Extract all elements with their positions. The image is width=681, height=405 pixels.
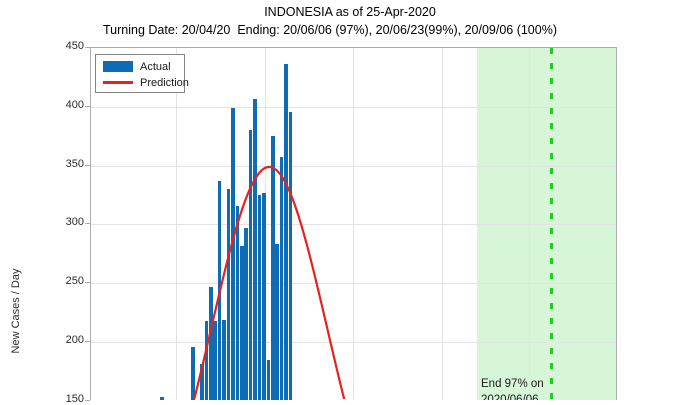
y-tick-mark-200	[85, 341, 90, 343]
legend-item-actual: Actual	[103, 60, 171, 73]
plot-area: Actual Prediction End 97% on 2020/06/06	[90, 47, 617, 400]
actual-bar-2020/04/14	[239, 245, 244, 400]
actual-bar-2020/04/07	[208, 286, 213, 400]
actual-bar-2020/04/12	[231, 107, 235, 400]
actual-bar-2020/04/19	[262, 192, 266, 400]
v-gridline-2	[353, 48, 354, 400]
y-axis-title: New Cases / Day	[10, 268, 22, 354]
actual-bar-2020/04/18	[257, 195, 262, 400]
ending-region-97-100	[476, 48, 616, 400]
actual-bar-2020/04/08	[213, 320, 217, 400]
end-97-annotation: End 97% on 2020/06/06	[481, 377, 544, 400]
y-tick-mark-350	[85, 164, 90, 166]
y-tick-label-450: 450	[65, 40, 84, 52]
v-gridline-3	[441, 48, 443, 400]
y-tick-mark-250	[85, 282, 90, 284]
legend: Actual Prediction	[95, 54, 189, 93]
y-tick-mark-450	[85, 47, 90, 48]
y-tick-label-400: 400	[65, 98, 84, 111]
actual-bar-2020/04/21	[270, 136, 275, 400]
actual-bar-2020/04/20	[266, 359, 271, 400]
actual-bar-2020/03/27	[160, 397, 164, 400]
actual-bar-2020/04/23	[279, 157, 284, 400]
chart-subtitle: Turning Date: 20/04/20 Ending: 20/06/06 …	[102, 23, 557, 37]
v-gridline-4	[529, 48, 530, 400]
y-tick-label-200: 200	[65, 334, 84, 347]
v-gridline-0	[176, 48, 177, 400]
actual-bar-2020/04/17	[253, 98, 257, 400]
y-tick-label-350: 350	[65, 157, 84, 170]
actual-bar-2020/04/13	[235, 205, 240, 400]
actual-bar-2020/04/11	[226, 189, 231, 400]
end-97-annotation-line2: 2020/06/06	[481, 393, 539, 401]
actual-bar-2020/04/25	[288, 111, 293, 400]
actual-bar-2020/04/05	[200, 364, 204, 400]
y-tick-mark-400	[85, 105, 90, 107]
legend-label-prediction: Prediction	[140, 76, 189, 89]
prediction-line-swatch	[103, 81, 133, 84]
actual-bar-2020/04/22	[275, 244, 279, 400]
chart-title: INDONESIA as of 25-Apr-2020	[264, 5, 436, 19]
actual-bar-2020/04/15	[244, 227, 248, 400]
legend-label-actual: Actual	[140, 60, 171, 73]
actual-bar-2020/04/10	[222, 319, 226, 400]
actual-bar-2020/04/16	[248, 130, 253, 400]
actual-bar-2020/04/06	[204, 320, 209, 400]
ending-99-dashed-line	[550, 48, 554, 400]
end-97-annotation-line1: End 97% on	[481, 378, 544, 390]
y-tick-mark-300	[85, 223, 90, 225]
y-tick-label-150: 150	[65, 392, 84, 405]
actual-bar-swatch	[103, 61, 133, 72]
y-tick-mark-150	[85, 399, 90, 401]
y-tick-label-300: 300	[65, 216, 84, 229]
y-tick-label-250: 250	[65, 275, 84, 288]
legend-item-prediction: Prediction	[103, 76, 189, 89]
prediction-curve	[193, 165, 346, 399]
actual-bar-2020/04/24	[284, 64, 288, 400]
actual-bar-2020/04/03	[191, 346, 195, 400]
